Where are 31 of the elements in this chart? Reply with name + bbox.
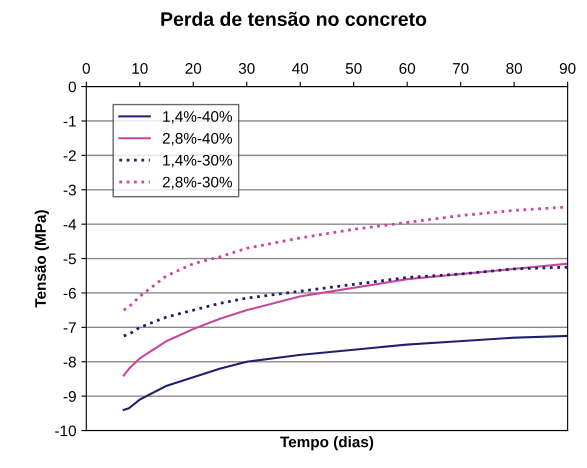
line-series: [122, 262, 568, 377]
y-tick-label: -3: [64, 184, 76, 196]
x-tick-label: 0: [82, 63, 90, 74]
y-tick-label: -8: [64, 356, 76, 368]
chart-title: Perda de tensão no concreto: [161, 12, 426, 26]
y-axis-title: Tensão (MPa): [34, 210, 49, 308]
legend-label: 2,8%-40%: [162, 132, 232, 146]
legend-label: 2,8%-30%: [162, 176, 232, 190]
y-tick-label: -10: [55, 425, 76, 436]
x-tick-label: 60: [399, 63, 416, 74]
x-tick-label: 90: [560, 63, 576, 74]
x-tick-label: 20: [186, 63, 202, 74]
line-series: [122, 334, 568, 411]
y-tick-label: -4: [64, 219, 76, 230]
y-tick-label: -5: [64, 254, 76, 264]
legend-label: 1,4%-40%: [163, 111, 232, 124]
y-tick-label: -9: [64, 391, 76, 402]
x-tick-label: 70: [452, 63, 469, 74]
y-tick-label: 0: [68, 81, 76, 92]
y-tick-label: -7: [64, 322, 76, 333]
line-series: [122, 266, 568, 338]
x-tick-label: 10: [132, 63, 148, 74]
x-tick-label: 30: [238, 63, 255, 74]
x-axis-title: Tempo (dias): [280, 436, 374, 450]
x-tick-label: 50: [346, 63, 362, 74]
legend-label: 1,4%-30%: [163, 154, 232, 168]
y-tick-label: -6: [64, 288, 76, 299]
y-tick-label: -1: [64, 116, 76, 127]
x-tick-label: 40: [292, 63, 308, 74]
y-tick-label: -2: [64, 150, 76, 161]
x-tick-label: 80: [506, 63, 522, 74]
